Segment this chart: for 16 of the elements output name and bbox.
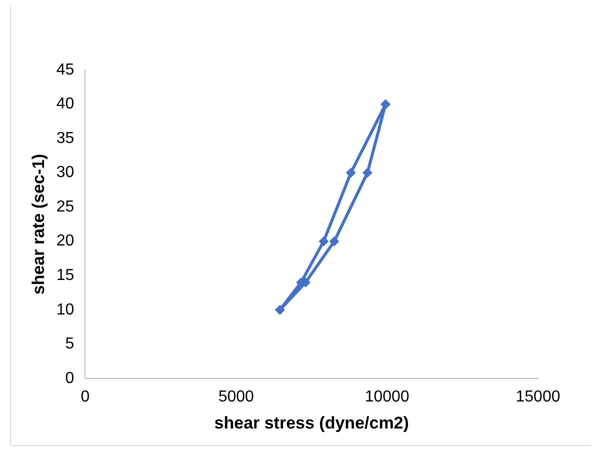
y-tick-label: 40: [56, 96, 74, 113]
y-tick-label: 10: [56, 301, 74, 318]
y-tick-label: 20: [56, 232, 74, 250]
y-tick-label: 35: [56, 130, 74, 147]
x-tick-label: 0: [80, 388, 90, 406]
y-tick-label: 45: [56, 61, 74, 78]
y-tick-label: 5: [65, 336, 74, 353]
x-axis-title: shear stress (dyne/cm2): [214, 413, 409, 432]
y-tick-label: 15: [56, 267, 74, 284]
y-tick-label: 25: [56, 198, 74, 216]
y-axis-title: shear rate (sec-1): [28, 154, 48, 295]
x-tick-label: 10000: [364, 388, 410, 406]
y-tick-label: 0: [65, 370, 74, 387]
x-tick-label: 15000: [516, 388, 560, 406]
x-tick-label: 5000: [218, 388, 254, 406]
y-tick-label: 30: [56, 164, 74, 182]
